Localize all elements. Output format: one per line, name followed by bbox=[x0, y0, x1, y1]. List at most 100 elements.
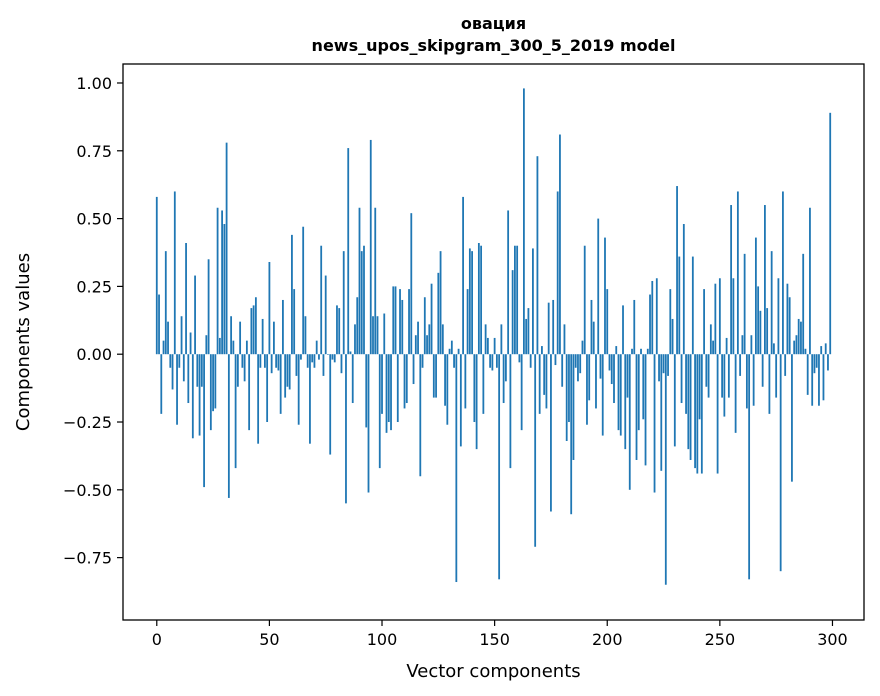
bar bbox=[214, 354, 217, 409]
bar bbox=[527, 308, 530, 355]
bar bbox=[802, 253, 805, 355]
bar bbox=[480, 245, 483, 355]
bar bbox=[667, 354, 669, 376]
bar bbox=[552, 299, 555, 355]
bar bbox=[441, 324, 444, 355]
bar bbox=[223, 224, 226, 355]
bar bbox=[827, 354, 829, 371]
bar bbox=[333, 354, 336, 363]
bar bbox=[640, 348, 642, 355]
bar bbox=[709, 324, 712, 355]
bar bbox=[748, 354, 751, 580]
bar bbox=[322, 354, 325, 376]
x-axis-ticks: 0 50 100 150 200 250 300 bbox=[152, 620, 848, 649]
bar bbox=[218, 337, 221, 355]
bar bbox=[815, 354, 818, 368]
bar bbox=[196, 354, 199, 387]
bar bbox=[813, 354, 816, 374]
y-axis-ticks: −0.75 −0.50 −0.25 0.00 0.25 0.50 0.75 1.00 bbox=[63, 74, 123, 568]
bar bbox=[207, 259, 210, 355]
bar bbox=[403, 354, 406, 409]
bar bbox=[565, 354, 568, 441]
bar bbox=[590, 299, 593, 355]
bar bbox=[784, 354, 787, 376]
bar bbox=[178, 354, 181, 368]
bar bbox=[300, 354, 302, 360]
bar bbox=[541, 346, 543, 355]
bar bbox=[194, 275, 196, 355]
bar bbox=[448, 348, 451, 355]
bar bbox=[646, 348, 649, 355]
bar bbox=[561, 354, 564, 387]
bar bbox=[626, 354, 629, 398]
bar bbox=[588, 354, 591, 401]
bar bbox=[534, 354, 537, 547]
bar bbox=[680, 354, 683, 404]
bar bbox=[529, 354, 532, 368]
bar bbox=[426, 335, 428, 355]
bar bbox=[723, 354, 726, 417]
bar bbox=[658, 354, 660, 382]
bar bbox=[622, 305, 624, 355]
bar bbox=[624, 354, 627, 450]
bar bbox=[788, 297, 791, 355]
bar bbox=[155, 196, 158, 355]
bar bbox=[232, 340, 235, 355]
bar bbox=[234, 354, 237, 469]
bar bbox=[822, 354, 825, 401]
bar bbox=[698, 354, 701, 420]
x-tick-label: 300 bbox=[817, 630, 848, 649]
bar bbox=[383, 313, 386, 355]
bar bbox=[707, 354, 710, 398]
bar bbox=[806, 354, 809, 395]
bar bbox=[435, 354, 437, 398]
bar bbox=[793, 340, 796, 355]
bar bbox=[651, 280, 654, 355]
bar bbox=[662, 354, 665, 374]
bar bbox=[491, 354, 494, 371]
bar bbox=[752, 354, 755, 406]
bar bbox=[579, 354, 582, 374]
y-tick-label: −0.75 bbox=[63, 549, 112, 568]
bar bbox=[682, 224, 685, 355]
x-tick-label: 0 bbox=[152, 630, 162, 649]
bar bbox=[464, 354, 467, 409]
bar bbox=[302, 226, 305, 355]
bar bbox=[286, 354, 289, 387]
bar bbox=[777, 278, 780, 355]
bar bbox=[374, 207, 377, 355]
bar bbox=[655, 278, 658, 355]
chart-title: овация bbox=[461, 14, 526, 33]
bar bbox=[315, 340, 318, 355]
bar bbox=[241, 354, 244, 368]
bar bbox=[770, 251, 773, 355]
bar bbox=[455, 354, 458, 583]
bar bbox=[381, 354, 383, 414]
bar bbox=[809, 207, 811, 355]
bar bbox=[430, 283, 433, 355]
bar bbox=[236, 354, 239, 387]
bar bbox=[700, 354, 703, 474]
bar bbox=[495, 354, 498, 368]
bar bbox=[754, 237, 757, 355]
bar bbox=[664, 354, 667, 585]
bar bbox=[673, 354, 676, 447]
bar bbox=[563, 324, 566, 355]
bar bbox=[311, 354, 314, 363]
bar bbox=[779, 354, 782, 572]
bar bbox=[268, 261, 271, 355]
bar bbox=[385, 354, 388, 433]
bar bbox=[351, 354, 354, 404]
bar bbox=[252, 305, 255, 355]
bar bbox=[581, 340, 584, 355]
bar bbox=[347, 148, 350, 355]
bar bbox=[250, 308, 253, 355]
bar bbox=[306, 354, 309, 368]
bar bbox=[498, 354, 501, 580]
bar bbox=[390, 354, 392, 431]
bar bbox=[180, 316, 183, 355]
bar bbox=[518, 354, 521, 363]
bar bbox=[786, 283, 789, 355]
bar bbox=[820, 346, 823, 355]
